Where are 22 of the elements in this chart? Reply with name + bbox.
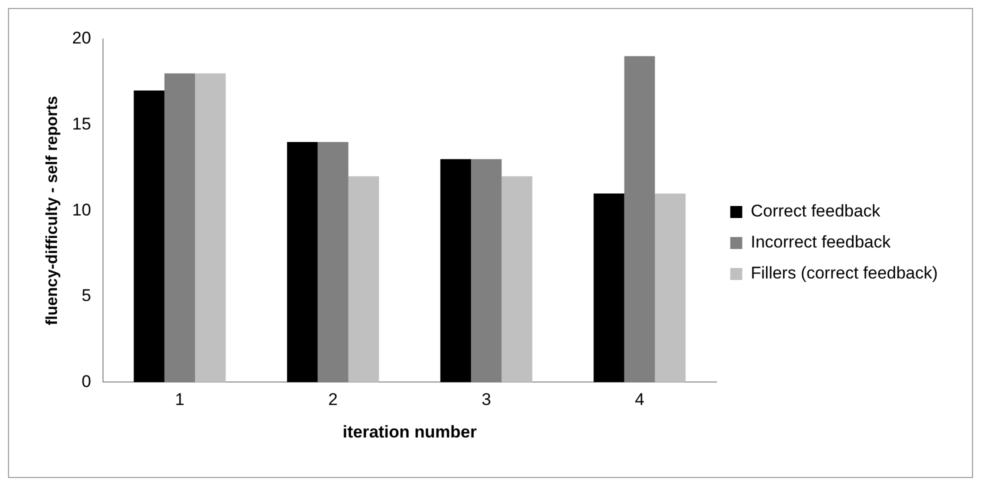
y-tick-label: 5 [82, 286, 92, 306]
x-tick-label: 4 [634, 390, 644, 410]
bar [440, 159, 471, 382]
y-tick-label: 0 [82, 372, 92, 391]
y-tick-label: 20 [72, 28, 92, 48]
y-axis-title: fluency-difficulty - self reports [44, 96, 62, 326]
x-axis-title: iteration number [342, 422, 478, 442]
x-tick-label: 3 [482, 390, 492, 410]
x-tick-label: 1 [175, 390, 184, 410]
x-tick-label: 2 [328, 390, 338, 410]
legend-label: Correct feedback [750, 202, 881, 221]
bar [348, 176, 380, 382]
legend-label: Fillers (correct feedback) [750, 264, 938, 283]
bar [287, 142, 318, 382]
bar [134, 90, 164, 382]
bar [594, 193, 624, 382]
bar [195, 73, 226, 382]
y-tick-label: 15 [72, 114, 92, 134]
bar [654, 193, 686, 382]
y-tick-label: 10 [72, 200, 92, 220]
bar [502, 176, 532, 382]
legend-label: Incorrect feedback [750, 232, 892, 252]
